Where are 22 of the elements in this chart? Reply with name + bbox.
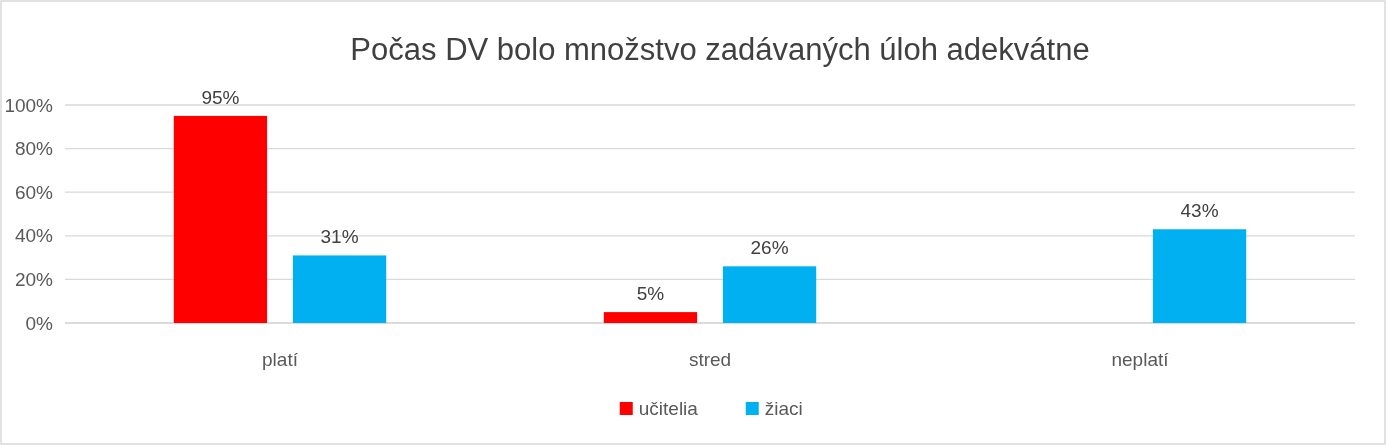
data-label: 95%: [201, 86, 240, 108]
y-tick-label: 100%: [4, 94, 54, 116]
chart-title: Počas DV bolo množstvo zadávaných úloh adekvátne: [350, 32, 1090, 67]
bar: [603, 312, 698, 323]
data-label: 31%: [320, 226, 359, 248]
x-tick-label: platí: [262, 349, 299, 370]
x-tick-label: neplatí: [1111, 349, 1170, 370]
data-label: 43%: [1180, 200, 1219, 222]
y-tick-label: 40%: [14, 225, 54, 247]
bar: [1152, 229, 1247, 323]
y-tick-label: 60%: [14, 181, 54, 203]
data-label: 5%: [636, 283, 665, 305]
bar: [292, 255, 387, 323]
legend-label: žiaci: [764, 397, 803, 419]
data-label: 26%: [750, 237, 789, 259]
bar: [722, 266, 817, 323]
y-tick-label: 20%: [14, 269, 54, 291]
bar: [173, 115, 268, 323]
y-tick-label: 0%: [25, 312, 54, 334]
x-tick-label: stred: [688, 349, 732, 370]
y-tick-label: 80%: [14, 138, 54, 160]
legend-label: učitelia: [638, 397, 699, 419]
